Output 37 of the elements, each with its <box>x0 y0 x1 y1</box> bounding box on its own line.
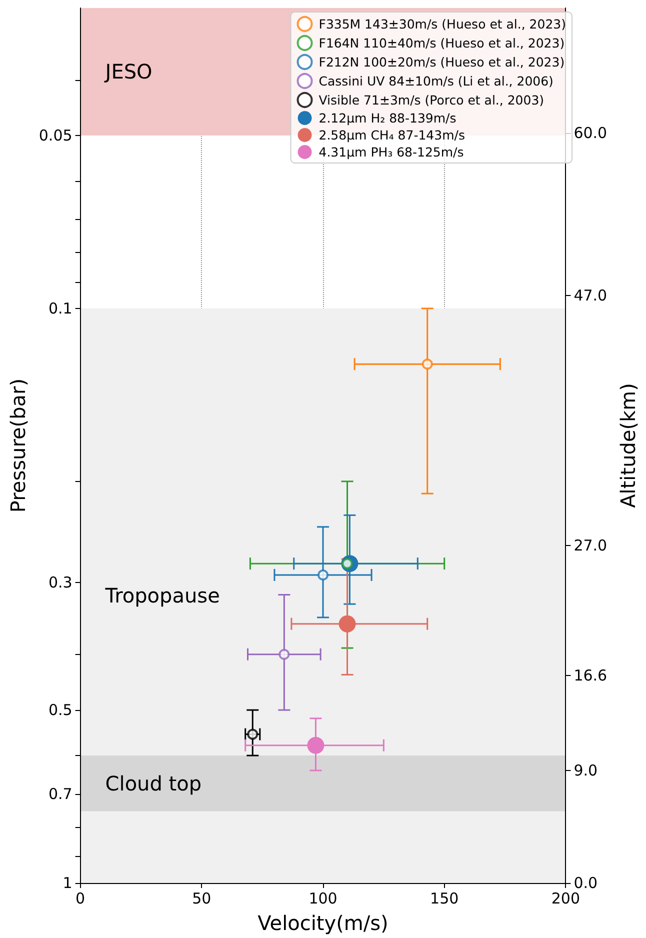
band-label: Cloud top <box>105 771 202 796</box>
y-tick-label: 0.3 <box>48 574 72 592</box>
y2-tick-label: 60.0 <box>574 124 608 142</box>
legend-label: Cassini UV 84±10m/s (Li et al., 2006) <box>318 74 554 88</box>
y2-tick-label: 16.6 <box>574 666 608 684</box>
x-tick-label: 0 <box>76 890 86 908</box>
y-tick-label: 0.5 <box>48 701 72 720</box>
y2-tick-label: 0.0 <box>574 874 598 892</box>
y-axis-title: Pressure(bar) <box>6 378 30 513</box>
x-tick-label: 150 <box>430 890 459 908</box>
x-axis-title: Velocity(m/s) <box>258 911 388 935</box>
band-label: Tropopause <box>104 584 220 608</box>
y2-axis-title: Altitude(km) <box>616 383 640 508</box>
point <box>422 358 433 370</box>
y-tick-label: 0.05 <box>38 126 72 144</box>
band-label: JESO <box>103 60 152 84</box>
y2-tick-label: 47.0 <box>574 286 608 304</box>
y-tick-label: 1 <box>62 874 72 892</box>
legend-label: 2.58µm CH₄ 87-143m/s <box>318 128 465 142</box>
legend-label: F335M 143±30m/s (Hueso et al., 2023) <box>318 16 566 32</box>
y-tick-label: 0.1 <box>48 299 72 318</box>
legend-label: F212N 100±20m/s (Hueso et al., 2023) <box>318 54 565 70</box>
legend-label: Visible 71±3m/s (Porco et al., 2003) <box>318 92 544 108</box>
point <box>307 736 324 754</box>
x-tick-label: 100 <box>308 890 338 908</box>
point <box>247 728 258 740</box>
y2-tick-label: 9.0 <box>574 762 598 780</box>
x-tick-label: 50 <box>192 890 212 908</box>
x-tick-label: 200 <box>551 890 580 908</box>
y2-tick-label: 27.0 <box>574 536 608 554</box>
point <box>338 615 356 632</box>
legend-label: F164N 110±40m/s (Hueso et al., 2023) <box>318 36 565 50</box>
point <box>318 569 328 580</box>
legend-label: 2.12µm H₂ 88-139m/s <box>318 110 456 126</box>
y-tick-label: 0.7 <box>48 785 72 803</box>
legend-label: 4.31µm PH₃ 68-125m/s <box>318 144 464 160</box>
point <box>278 648 290 660</box>
